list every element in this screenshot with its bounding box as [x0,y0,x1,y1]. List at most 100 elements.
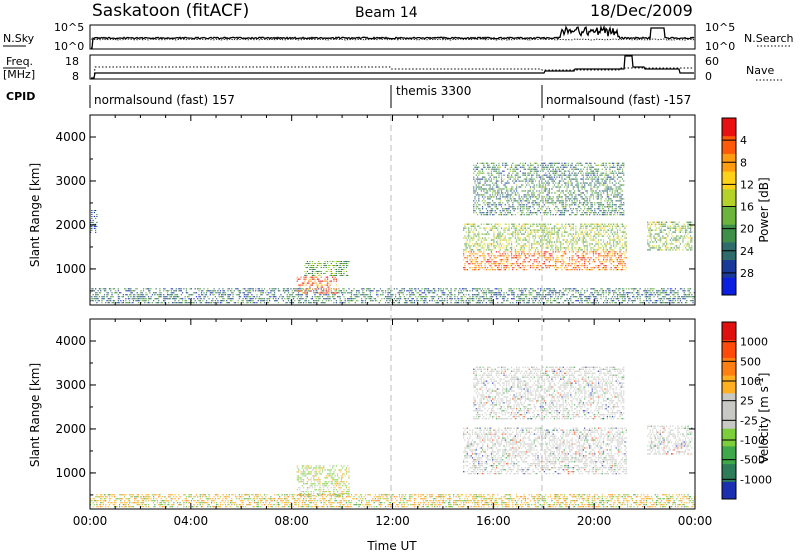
data-cell [488,202,490,204]
data-cell [576,241,578,243]
data-cell [545,223,547,225]
data-cell [329,298,331,300]
data-cell [625,243,627,245]
data-cell [340,270,343,273]
data-cell [526,178,528,180]
data-cell [528,239,530,241]
data-cell [568,178,571,180]
data-cell [605,265,607,267]
data-cell [175,294,177,296]
data-cell [479,180,481,182]
data-cell [247,290,249,292]
data-cell [577,194,579,196]
data-cell [347,292,349,294]
data-cell [439,300,441,302]
data-cell [568,298,571,300]
data-cell [505,259,508,261]
data-cell [484,227,486,229]
data-cell [532,190,534,192]
data-cell [576,269,578,271]
data-cell [315,266,317,269]
data-cell [393,302,395,304]
data-cell [538,174,540,176]
data-cell [568,290,571,292]
data-cell [348,292,350,294]
data-cell [517,259,519,261]
data-cell [476,176,479,178]
data-cell [487,210,489,212]
data-cell [539,225,542,227]
data-cell [171,294,174,296]
data-cell [465,261,467,263]
data-cell [117,298,119,300]
data-cell [533,261,535,263]
data-cell [169,296,171,298]
data-cell [247,296,249,298]
data-cell [287,300,290,302]
data-cell [256,294,258,296]
data-cell [251,294,253,296]
data-cell [563,239,566,241]
data-cell [522,298,524,300]
data-cell [481,288,484,290]
data-cell [523,302,525,304]
data-cell [620,253,622,255]
data-cell [541,180,543,182]
data-cell [475,208,477,210]
data-cell [683,288,685,290]
data-cell [325,284,327,286]
data-cell [547,190,549,192]
n-sky-tick-bottom: 10^0 [54,40,84,53]
data-cell [517,212,519,214]
data-cell [539,245,542,247]
data-cell [330,290,332,292]
data-cell [562,263,564,265]
data-cell [545,294,547,296]
data-cell [597,247,600,249]
data-cell [619,255,621,257]
data-cell [498,265,500,267]
data-cell [519,296,522,298]
data-cell [667,294,669,296]
data-cell [495,235,498,237]
data-cell [163,300,165,302]
data-cell [184,296,186,298]
data-cell [638,294,640,296]
data-cell [382,294,384,296]
data-cell [247,292,249,294]
data-cell [560,192,562,194]
data-cell [519,302,522,304]
data-cell [318,270,320,273]
data-cell [552,292,554,294]
data-cell [290,300,292,302]
data-cell [489,265,491,267]
data-cell [621,267,624,269]
data-cell [204,302,206,304]
data-cell [228,298,230,300]
data-cell [589,233,591,235]
data-cell [623,225,625,227]
data-cell [568,190,571,192]
data-cell [566,247,568,249]
data-cell [495,182,498,184]
data-cell [164,296,166,298]
data-cell [572,257,574,259]
data-cell [681,288,683,290]
data-cell [478,194,480,196]
data-cell [503,208,505,210]
data-cell [344,292,346,294]
data-cell [178,290,180,292]
data-cell [335,278,337,280]
data-cell [500,204,503,206]
data-cell [473,210,475,212]
data-cell [565,182,567,184]
data-cell [118,292,121,294]
data-cell [519,208,522,210]
data-cell [557,237,559,239]
data-cell [519,204,522,206]
data-cell [479,237,481,239]
data-cell [671,300,673,302]
data-cell [677,292,679,294]
data-cell [653,302,655,304]
data-cell [547,241,549,243]
